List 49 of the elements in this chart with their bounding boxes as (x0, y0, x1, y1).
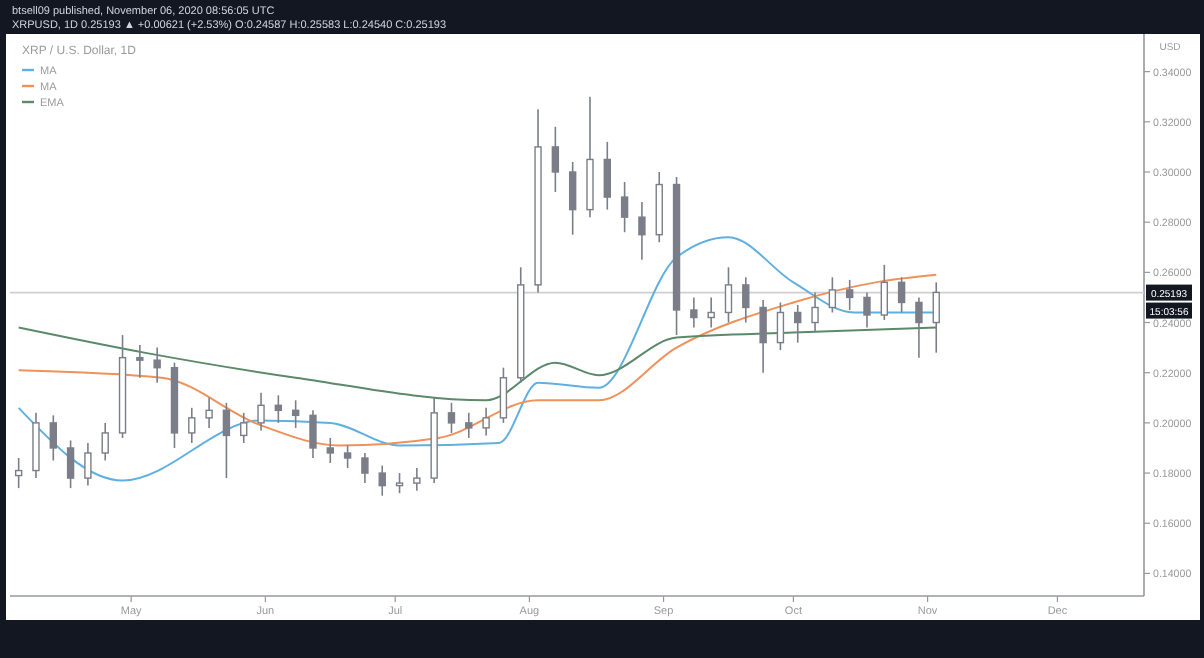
line-series (17, 273, 938, 447)
candlestick (257, 391, 265, 432)
candlestick (447, 402, 456, 434)
candlestick (136, 344, 144, 379)
candlestick (291, 399, 300, 429)
candlestick (205, 396, 213, 429)
candlestick (620, 181, 629, 234)
candlestick (101, 422, 109, 462)
candlestick (794, 304, 802, 344)
candlestick (811, 291, 819, 334)
candlestick (724, 266, 733, 324)
candlestick (742, 276, 750, 324)
candlestick (413, 467, 421, 492)
candlestick (828, 276, 837, 314)
candlestick (222, 402, 231, 479)
candlestick (845, 279, 854, 311)
candlestick (343, 444, 352, 469)
candlestick (482, 407, 490, 437)
candlestick (690, 296, 698, 329)
candlestick (759, 299, 767, 374)
candlestick (551, 126, 560, 193)
candlestick (49, 414, 57, 462)
candlestick (465, 412, 473, 439)
candlestick (880, 264, 889, 321)
candlestick (897, 276, 906, 314)
candlestick (932, 281, 940, 354)
candlestick (395, 472, 404, 494)
candlestick (84, 442, 92, 487)
candlestick (638, 201, 646, 261)
candlestick (499, 366, 508, 424)
line-series (17, 236, 938, 482)
candlestick (188, 407, 196, 444)
candlestick (240, 412, 248, 444)
candlestick (378, 464, 386, 497)
candlestick (361, 452, 369, 484)
line-series (17, 326, 938, 402)
candlestick (32, 412, 40, 479)
candlestick (309, 409, 317, 459)
candlestick (326, 437, 334, 464)
candlestick (568, 161, 577, 236)
candlestick (274, 394, 283, 424)
candlestick (603, 141, 611, 211)
candlestick (776, 301, 785, 351)
candlestick (915, 296, 923, 359)
candlestick (863, 291, 871, 329)
candlestick (66, 439, 75, 489)
candlestick (707, 296, 715, 329)
candlestick (153, 346, 161, 384)
candlestick (14, 457, 23, 489)
